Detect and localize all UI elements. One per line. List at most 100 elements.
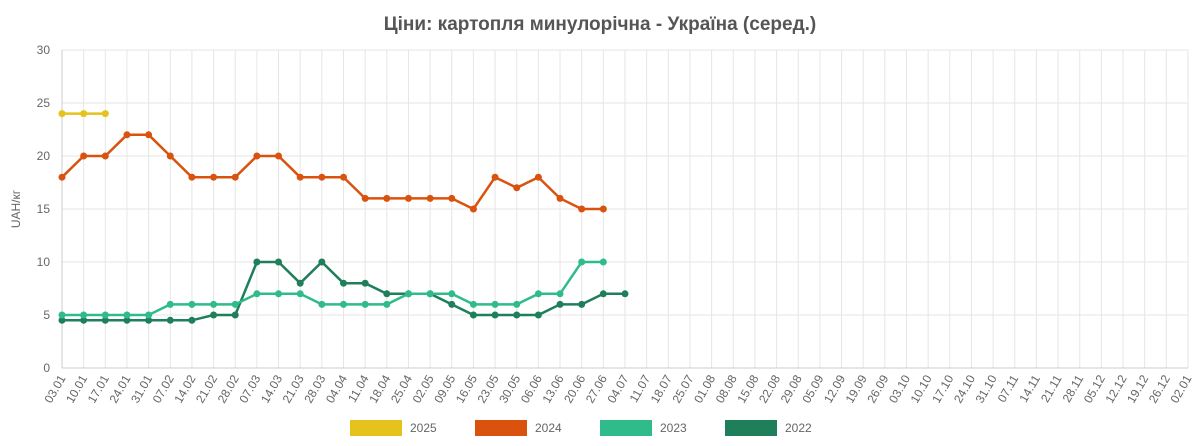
data-point — [296, 290, 304, 298]
data-point — [188, 173, 196, 181]
data-point — [534, 311, 542, 319]
data-point — [275, 290, 283, 298]
data-point — [383, 300, 391, 308]
y-tick-label: 15 — [37, 202, 51, 216]
data-point — [296, 279, 304, 287]
legend-swatch — [725, 420, 777, 436]
data-point — [383, 290, 391, 298]
data-point — [534, 290, 542, 298]
data-point — [166, 152, 174, 160]
data-point — [253, 258, 261, 266]
series-line — [62, 260, 604, 317]
data-point — [145, 131, 153, 139]
data-point — [145, 316, 153, 324]
y-tick-label: 25 — [37, 96, 51, 110]
data-point — [340, 279, 347, 287]
data-point — [80, 316, 88, 324]
data-point — [253, 290, 261, 298]
data-point — [426, 290, 434, 298]
legend-label: 2024 — [535, 421, 562, 435]
data-point — [534, 173, 542, 181]
y-axis-label: UAH/кг — [9, 189, 23, 228]
data-point — [58, 311, 66, 319]
data-point — [188, 316, 196, 324]
data-point — [491, 300, 499, 308]
x-tick-label: 04.04 — [323, 372, 350, 405]
data-point — [188, 300, 196, 308]
data-point — [80, 110, 88, 118]
data-point — [231, 300, 239, 308]
data-point — [231, 173, 239, 181]
data-point — [231, 311, 239, 319]
x-tick-label: 07.11 — [995, 372, 1022, 405]
legend-label: 2022 — [785, 421, 812, 435]
y-tick-label: 0 — [43, 361, 50, 375]
data-point — [101, 110, 109, 118]
x-tick-label: 31.10 — [973, 372, 1000, 405]
data-point — [340, 173, 347, 181]
data-point — [253, 152, 261, 160]
data-point — [101, 311, 109, 319]
data-point — [340, 300, 347, 308]
data-point — [556, 290, 564, 298]
data-point — [101, 152, 109, 160]
data-point — [80, 311, 88, 319]
data-point — [621, 290, 629, 298]
data-point — [578, 300, 586, 308]
data-point — [469, 311, 477, 319]
legend-swatch — [350, 420, 402, 436]
data-point — [80, 152, 88, 160]
data-point — [296, 173, 304, 181]
data-point — [469, 205, 477, 213]
data-point — [599, 258, 607, 266]
data-point — [404, 290, 412, 298]
legend-swatch — [600, 420, 652, 436]
series-line — [61, 133, 604, 211]
y-tick-label: 30 — [37, 43, 51, 57]
data-point — [599, 290, 607, 298]
data-point — [123, 316, 131, 324]
data-point — [556, 300, 564, 308]
data-point — [318, 258, 326, 266]
y-tick-label: 5 — [43, 308, 50, 322]
data-point — [275, 152, 283, 160]
data-point — [123, 311, 131, 319]
data-point — [491, 311, 499, 319]
data-point — [578, 258, 586, 266]
data-point — [361, 279, 369, 287]
data-point — [404, 194, 412, 202]
chart-title: Ціни: картопля минулорічна - Україна (се… — [384, 14, 816, 35]
data-point — [599, 205, 607, 213]
data-point — [58, 316, 66, 324]
data-point — [101, 316, 109, 324]
data-point — [210, 311, 218, 319]
data-point — [210, 300, 218, 308]
data-point — [448, 300, 456, 308]
data-point — [556, 194, 564, 202]
data-point — [361, 300, 369, 308]
data-point — [318, 300, 326, 308]
data-point — [275, 258, 283, 266]
data-point — [166, 300, 174, 308]
data-point — [491, 173, 499, 181]
y-tick-label: 20 — [37, 149, 51, 163]
x-tick-label: 21.11 — [1038, 372, 1065, 405]
y-tick-label: 10 — [37, 255, 51, 269]
data-point — [448, 194, 456, 202]
legend-label: 2023 — [660, 421, 687, 435]
data-point — [383, 194, 391, 202]
data-point — [123, 131, 131, 139]
data-point — [145, 311, 153, 319]
data-point — [578, 205, 586, 213]
data-point — [513, 184, 521, 192]
data-point — [513, 311, 521, 319]
legend-swatch — [475, 420, 527, 436]
data-point — [426, 194, 434, 202]
data-point — [469, 300, 477, 308]
legend-label: 2025 — [410, 421, 437, 435]
data-point — [166, 316, 174, 324]
data-point — [58, 173, 66, 181]
data-point — [448, 290, 456, 298]
data-point — [58, 110, 66, 118]
